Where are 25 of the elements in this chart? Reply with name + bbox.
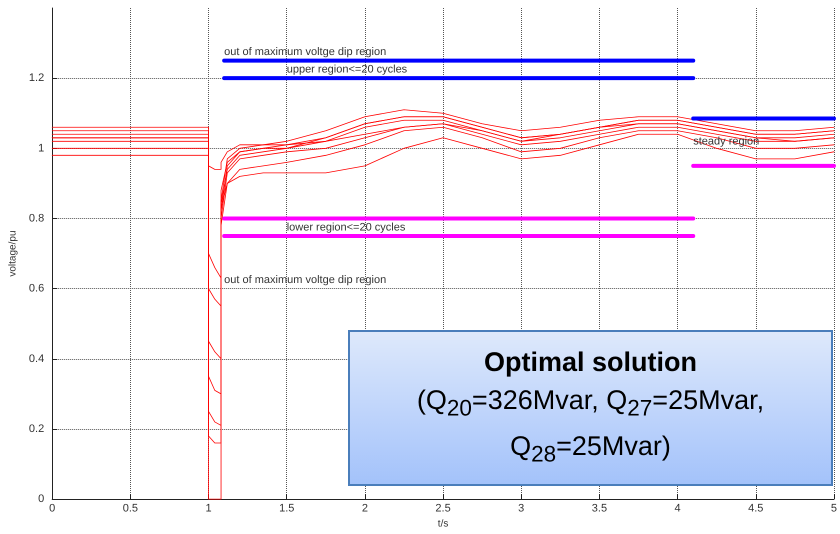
annotation: upper region<=20 cycles [286,64,408,76]
callout-box: Optimal solution (Q$_{20}$=326Mvar, Q$_{27}$=25Mvar, Q$_{28}$=25Mvar) [348,330,833,486]
annotation: lower region<=20 cycles [286,222,406,234]
x-tick-label: 0.5 [122,502,138,515]
y-tick-label: 0.2 [28,422,44,435]
x-tick-label: 0 [49,502,56,515]
x-tick-label: 3.5 [592,502,608,515]
annotation: out of maximum voltge dip region [224,46,386,58]
y-tick-label: 0.4 [28,352,44,365]
y-tick-label: 0.6 [28,282,44,295]
x-tick-label: 4 [674,502,681,515]
x-tick-label: 2.5 [435,502,451,515]
x-tick-label: 3 [518,502,524,515]
x-tick-label: 1.5 [279,502,294,515]
x-tick-label: 5 [830,502,838,515]
y-tick-label: 0 [38,493,44,506]
y-axis-title: voltage/pu [8,230,18,277]
y-tick-label: 1.2 [28,72,44,84]
x-tick-label: 4.5 [748,502,764,515]
y-tick-label: 0.8 [28,212,44,224]
x-tick-label: 1 [205,502,212,515]
y-tick-label: 1 [38,142,44,154]
x-axis-title: t/s [438,518,448,530]
annotation: out of maximum voltge dip region [224,274,386,286]
x-tick-label: 2 [362,502,368,515]
